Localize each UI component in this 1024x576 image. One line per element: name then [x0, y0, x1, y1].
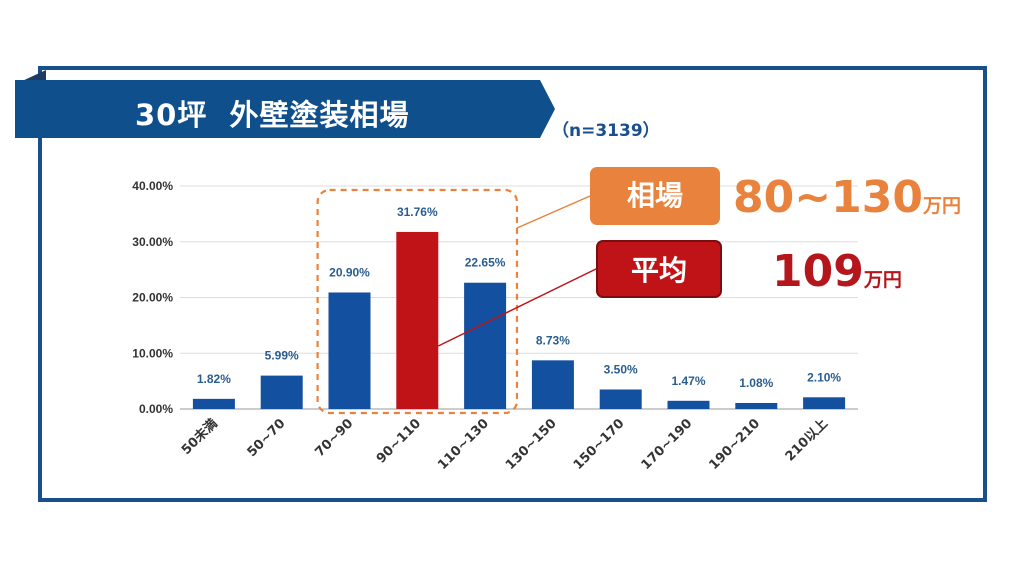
range-box [316, 188, 519, 415]
x-tick-label: 130~150 [503, 416, 560, 473]
range-connector [516, 195, 591, 229]
average-callout: 平均 [596, 240, 722, 298]
data-label: 22.65% [465, 256, 506, 270]
range-value: 80~130 [733, 172, 923, 223]
bar [396, 231, 439, 409]
bar [260, 375, 303, 409]
y-tick-label: 10.00% [132, 346, 173, 360]
bar [531, 360, 574, 409]
data-label: 20.90% [329, 265, 370, 279]
bar [328, 292, 371, 409]
data-label: 1.82% [197, 372, 231, 386]
range-value-text: 80~130万円 [733, 172, 961, 223]
bar [803, 397, 846, 409]
range-callout: 相場 [590, 167, 720, 225]
bar [667, 400, 710, 409]
x-tick-label: 50~70 [245, 416, 289, 460]
data-label: 2.10% [807, 370, 841, 384]
x-tick-label: 150~170 [571, 416, 628, 473]
data-label: 31.76% [397, 205, 438, 219]
average-value: 109 [772, 246, 864, 297]
data-label: 3.50% [604, 362, 638, 376]
x-tick-label: 110~130 [435, 416, 492, 473]
x-tick-label: 170~190 [639, 416, 696, 473]
bar [599, 389, 642, 409]
x-tick-label: 70~90 [312, 416, 356, 460]
x-tick-label: 50未満 [178, 416, 220, 458]
bar [464, 282, 507, 409]
average-unit: 万円 [863, 269, 902, 291]
y-tick-label: 40.00% [132, 179, 173, 193]
title-banner [15, 80, 555, 138]
chart-title: 30坪 外壁塗装相場 [135, 98, 410, 132]
average-connector [437, 267, 599, 347]
y-tick-label: 20.00% [132, 291, 173, 305]
range-unit: 万円 [922, 195, 961, 217]
chart-frame [38, 66, 987, 502]
x-tick-label: 210以上 [783, 416, 831, 464]
y-tick-label: 0.00% [139, 402, 173, 416]
data-label: 1.08% [739, 376, 773, 390]
data-label: 5.99% [265, 349, 299, 363]
y-tick-label: 30.00% [132, 235, 173, 249]
average-value-text: 109万円 [772, 246, 902, 297]
bar [735, 402, 778, 409]
x-tick-label: 190~210 [706, 416, 763, 473]
data-label: 8.73% [536, 333, 570, 347]
x-tick-label: 90~110 [374, 416, 424, 466]
data-label: 1.47% [671, 374, 705, 388]
sample-size: （n=3139） [552, 121, 660, 141]
bar [192, 398, 235, 409]
